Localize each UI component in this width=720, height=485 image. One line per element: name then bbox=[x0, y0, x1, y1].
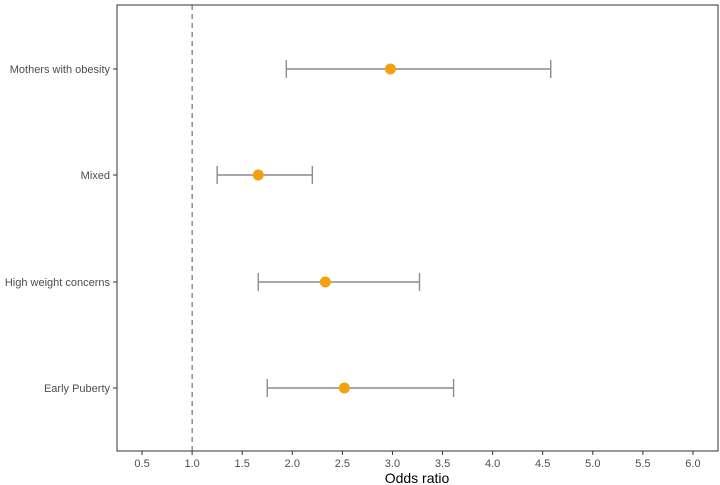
x-tick-label: 2.0 bbox=[285, 458, 300, 470]
y-tick-label: Mothers with obesity bbox=[10, 64, 111, 76]
y-tick-label: High weight concerns bbox=[5, 277, 111, 289]
x-tick-label: 3.0 bbox=[385, 458, 400, 470]
estimate-point bbox=[384, 63, 396, 75]
x-tick-label: 4.5 bbox=[535, 458, 550, 470]
x-tick-label: 1.5 bbox=[235, 458, 250, 470]
x-tick-label: 0.5 bbox=[134, 458, 149, 470]
estimate-point bbox=[319, 276, 331, 288]
x-tick-label: 1.0 bbox=[184, 458, 199, 470]
estimate-point bbox=[338, 382, 350, 394]
y-tick-label: Early Puberty bbox=[44, 383, 111, 395]
x-tick-label: 6.0 bbox=[685, 458, 700, 470]
x-axis-title: Odds ratio bbox=[385, 470, 450, 485]
x-tick-label: 5.0 bbox=[585, 458, 600, 470]
x-tick-label: 2.5 bbox=[335, 458, 350, 470]
x-tick-label: 4.0 bbox=[485, 458, 500, 470]
x-tick-label: 5.5 bbox=[635, 458, 650, 470]
estimate-point bbox=[252, 169, 264, 181]
x-tick-label: 3.5 bbox=[435, 458, 450, 470]
plot-panel bbox=[116, 4, 719, 452]
y-tick-label: Mixed bbox=[81, 170, 110, 182]
